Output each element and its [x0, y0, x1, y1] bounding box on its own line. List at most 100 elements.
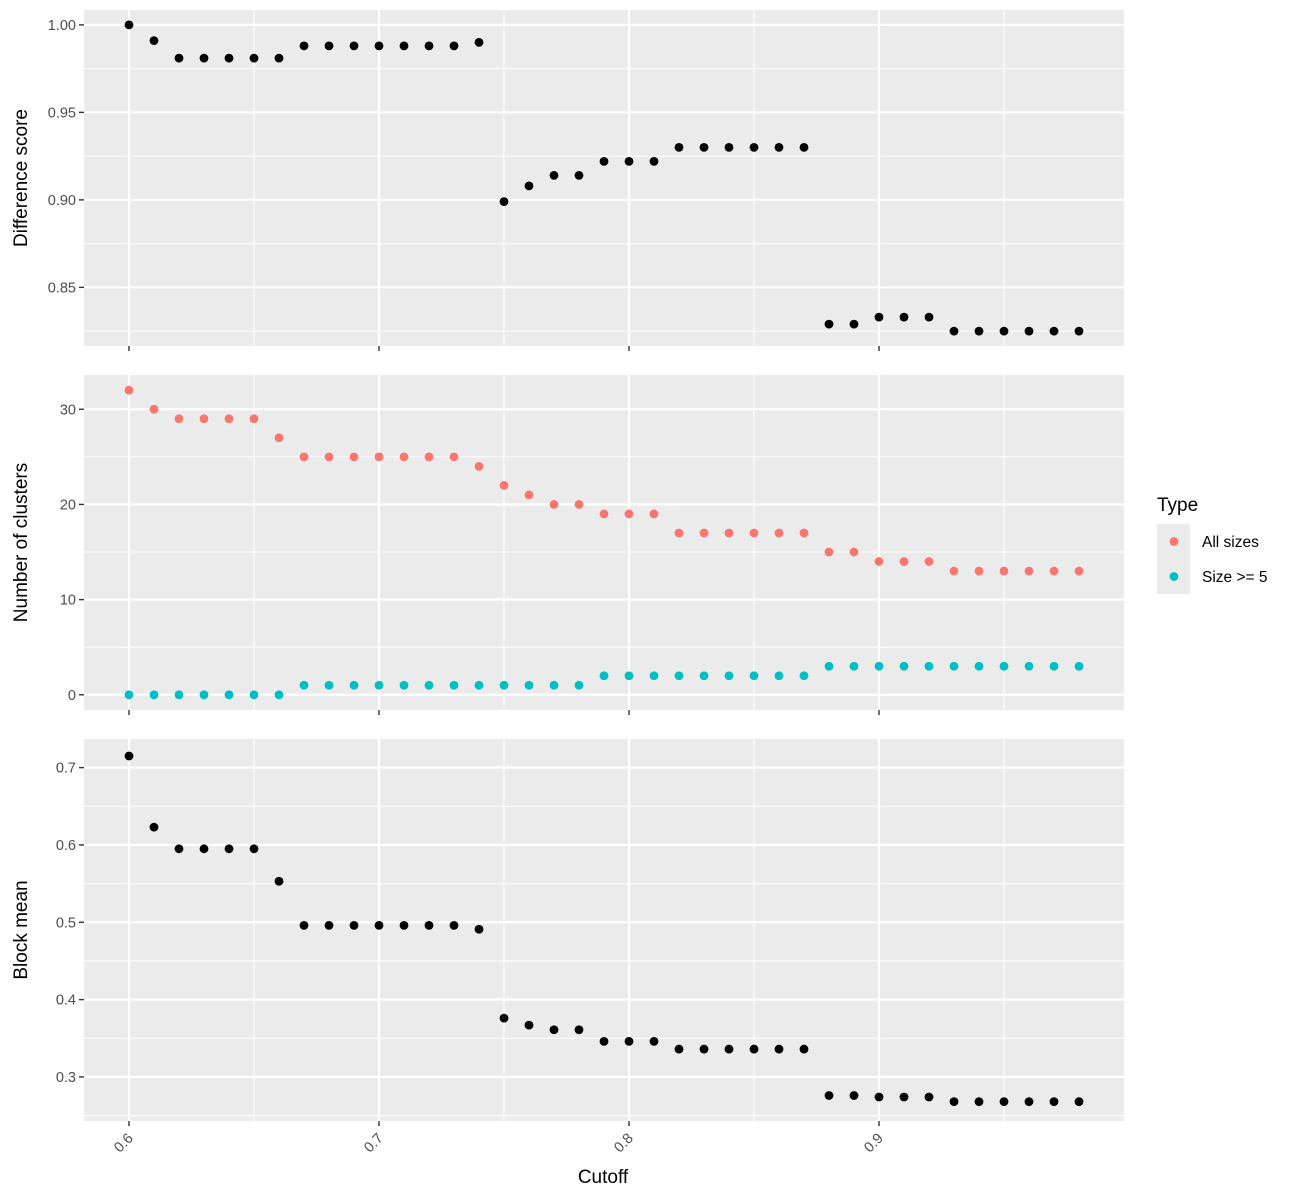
data-point: [949, 326, 959, 336]
data-point: [124, 751, 134, 761]
data-point: [874, 312, 884, 322]
data-point: [874, 1092, 884, 1102]
data-point: [299, 452, 309, 462]
data-point: [949, 661, 959, 671]
data-point: [924, 661, 934, 671]
data-point: [349, 680, 359, 690]
legend-entries: All sizes Size >= 5: [1157, 524, 1268, 594]
data-point: [249, 414, 259, 424]
y-tick-label: 0.90: [48, 193, 76, 209]
data-point: [799, 528, 809, 538]
data-point: [274, 690, 284, 700]
data-point: [1074, 566, 1084, 576]
data-point: [1074, 1097, 1084, 1107]
data-point: [149, 822, 159, 832]
data-point: [124, 690, 134, 700]
data-point: [599, 671, 609, 681]
data-point: [1024, 566, 1034, 576]
data-point: [974, 326, 984, 336]
data-point: [724, 1044, 734, 1054]
data-point: [1049, 1097, 1059, 1107]
legend-label: Size >= 5: [1202, 569, 1268, 586]
data-point: [149, 404, 159, 414]
data-point: [899, 312, 909, 322]
data-point: [199, 53, 209, 63]
data-point: [574, 170, 584, 180]
data-point: [1074, 661, 1084, 671]
data-point: [174, 690, 184, 700]
data-point: [324, 452, 334, 462]
data-point: [524, 680, 534, 690]
y-tick-label: 0.6: [56, 838, 76, 854]
data-point: [599, 509, 609, 519]
panel-2: 0 10 20 30 Number of clusters: [11, 375, 1124, 715]
series-3-1: [124, 751, 1084, 1107]
data-point: [324, 41, 334, 51]
data-point: [574, 680, 584, 690]
data-point: [949, 1097, 959, 1107]
data-point: [849, 319, 859, 329]
y-tick-label: 0.4: [56, 993, 76, 1009]
data-point: [424, 41, 434, 51]
legend: Type All sizes Size >= 5: [1157, 495, 1268, 594]
data-point: [274, 53, 284, 63]
data-point: [899, 1092, 909, 1102]
y-tick-label: 0.95: [48, 105, 76, 121]
y-tick-label: 0.85: [48, 280, 76, 296]
x-tick-label: 0.6: [111, 1131, 137, 1157]
panels: 0.85 0.90 0.95 1.00 Difference score 0 10 20 30 N…: [11, 10, 1124, 1156]
data-point: [924, 557, 934, 566]
data-point: [124, 385, 134, 395]
data-point: [699, 1044, 709, 1054]
data-point: [374, 680, 384, 690]
data-point: [899, 557, 909, 566]
y-tick-label: 0.7: [56, 761, 76, 777]
panel-background: [84, 10, 1124, 346]
data-point: [274, 433, 284, 443]
data-point: [349, 41, 359, 51]
data-point: [1074, 326, 1084, 336]
data-point: [324, 920, 334, 930]
y-axis-title: Number of clusters: [11, 463, 32, 622]
data-point: [199, 690, 209, 700]
data-point: [774, 528, 784, 538]
data-point: [849, 1091, 859, 1100]
data-point: [774, 1044, 784, 1054]
data-point: [824, 661, 834, 671]
data-point: [399, 41, 409, 51]
data-point: [174, 844, 184, 854]
data-point: [224, 844, 234, 854]
x-tick-label: 0.8: [611, 1131, 637, 1157]
data-point: [649, 509, 659, 519]
data-point: [674, 528, 684, 538]
data-point: [474, 37, 484, 47]
data-point: [699, 528, 709, 538]
y-tick-label: 0.3: [56, 1070, 76, 1086]
data-point: [724, 142, 734, 152]
data-point: [649, 156, 659, 166]
data-point: [424, 920, 434, 930]
panel-background: [84, 739, 1124, 1121]
data-point: [499, 480, 509, 490]
data-point: [624, 156, 634, 166]
data-point: [1049, 326, 1059, 336]
x-tick-label: 0.7: [361, 1131, 387, 1157]
data-point: [474, 924, 484, 934]
data-point: [824, 319, 834, 329]
data-point: [224, 690, 234, 700]
data-point: [1049, 566, 1059, 576]
data-point: [574, 500, 584, 509]
y-tick-label: 0.5: [56, 915, 76, 931]
data-point: [324, 680, 334, 690]
data-point: [899, 661, 909, 671]
data-point: [349, 920, 359, 930]
data-point: [224, 414, 234, 424]
panel-background: [84, 375, 1124, 710]
panel-3: 0.3 0.4 0.5 0.6 0.7 Block mean: [11, 739, 1124, 1126]
panel-1: 0.85 0.90 0.95 1.00 Difference score: [11, 10, 1124, 351]
data-point: [249, 844, 259, 854]
data-point: [749, 528, 759, 538]
y-tick-label: 10: [60, 593, 76, 609]
x-tick-labels: 0.6 0.7 0.8 0.9: [111, 1131, 887, 1157]
